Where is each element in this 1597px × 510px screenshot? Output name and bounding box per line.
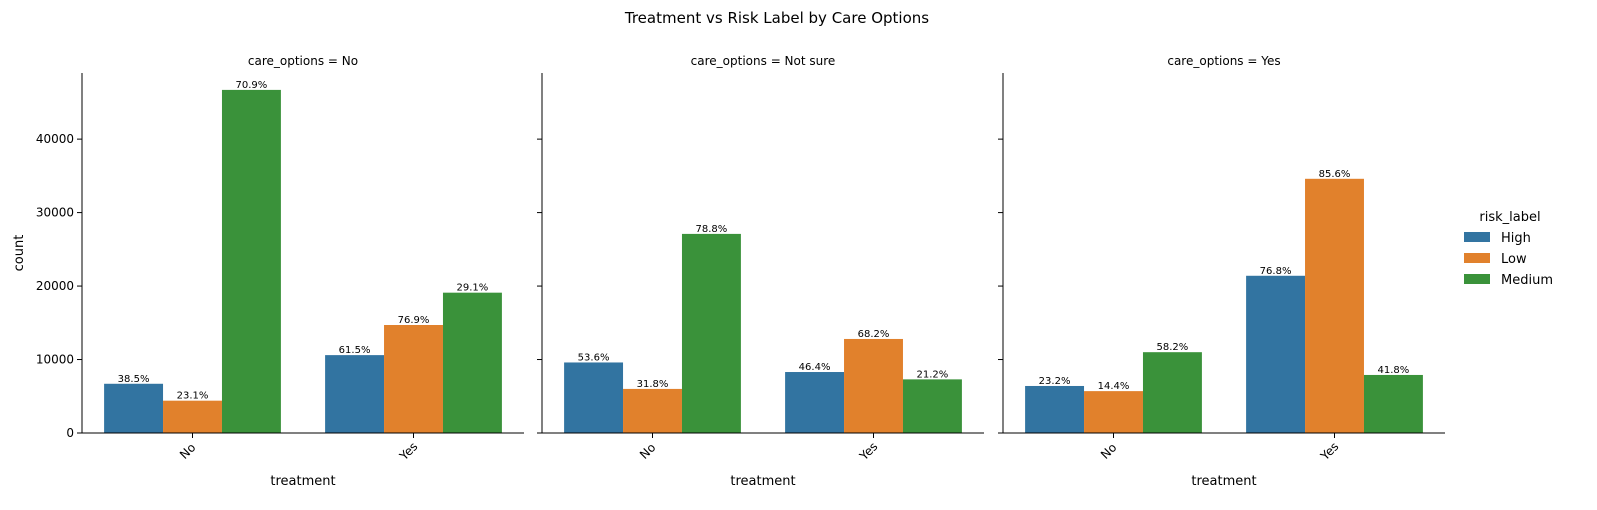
bar-medium-no — [681, 233, 741, 433]
bar-value-label: 38.5% — [118, 374, 150, 385]
legend-label-medium: Medium — [1501, 273, 1553, 288]
bar-value-label: 61.5% — [339, 345, 371, 356]
bar-medium-no — [1142, 352, 1202, 433]
bar-high-no — [1025, 385, 1085, 433]
x-tick-label: No — [177, 440, 198, 461]
bar-low-yes — [384, 325, 443, 433]
bar-high-yes — [325, 355, 385, 433]
bar-value-label: 41.8% — [1378, 365, 1410, 376]
y-tick-label: 10000 — [36, 353, 74, 367]
x-tick-label: No — [1098, 440, 1119, 461]
bar-low-no — [163, 400, 222, 433]
bar-low-no — [1084, 391, 1143, 433]
legend: risk_label High Low Medium — [1464, 210, 1553, 288]
legend-swatch-high — [1464, 232, 1490, 242]
bar-high-no — [104, 383, 164, 433]
legend-title: risk_label — [1479, 210, 1540, 225]
bar-medium-yes — [442, 292, 502, 433]
x-tick-label: Yes — [856, 439, 880, 463]
bar-medium-yes — [902, 379, 962, 433]
y-tick-label: 40000 — [36, 132, 74, 146]
bar-low-yes — [844, 338, 903, 433]
bar-value-label: 76.9% — [398, 315, 430, 326]
x-axis-label: treatment — [270, 474, 335, 489]
bar-value-label: 70.9% — [236, 80, 268, 91]
bar-medium-yes — [1363, 374, 1423, 433]
bar-value-label: 68.2% — [858, 329, 890, 340]
bar-value-label: 58.2% — [1157, 342, 1189, 353]
bar-value-label: 21.2% — [917, 369, 949, 380]
panel-title: care_options = No — [248, 54, 358, 68]
legend-swatch-medium — [1464, 274, 1490, 284]
bar-high-no — [564, 362, 624, 433]
panel-title: care_options = Not sure — [691, 54, 836, 68]
facet-panel-3: care_options = Yes 23.2% 14.4% 58.2% No 76.8%… — [998, 54, 1445, 489]
bar-value-label: 78.8% — [696, 224, 728, 235]
legend-label-high: High — [1501, 231, 1531, 246]
x-tick-label: Yes — [1317, 439, 1341, 463]
bar-low-yes — [1305, 178, 1364, 433]
bar-low-no — [623, 388, 682, 433]
bar-high-yes — [785, 372, 845, 433]
y-tick-label: 20000 — [36, 279, 74, 293]
bar-value-label: 23.1% — [177, 391, 209, 402]
x-tick-label: No — [637, 440, 658, 461]
bar-value-label: 46.4% — [799, 362, 831, 373]
bar-value-label: 29.1% — [457, 283, 489, 294]
y-axis-label: count — [12, 235, 27, 272]
bar-value-label: 85.6% — [1319, 169, 1351, 180]
bar-medium-no — [221, 89, 281, 434]
bar-value-label: 76.8% — [1260, 266, 1292, 277]
x-axis-label: treatment — [730, 474, 795, 489]
bar-value-label: 23.2% — [1039, 376, 1071, 387]
bar-high-yes — [1246, 275, 1306, 433]
legend-label-low: Low — [1501, 252, 1527, 267]
x-axis-label: treatment — [1191, 474, 1256, 489]
figure-title: Treatment vs Risk Label by Care Options — [624, 9, 929, 27]
legend-swatch-low — [1464, 253, 1490, 263]
facet-panel-2: care_options = Not sure 53.6% 31.8% 78.8% No… — [537, 54, 984, 489]
y-tick-label: 0 — [66, 426, 74, 440]
facet-panel-1: care_options = No 0 10000 20000 30000 40000 38… — [12, 54, 524, 489]
x-tick-label: Yes — [396, 439, 420, 463]
bar-value-label: 31.8% — [637, 379, 669, 390]
panel-title: care_options = Yes — [1167, 54, 1280, 68]
bar-value-label: 53.6% — [578, 352, 610, 363]
y-tick-label: 30000 — [36, 206, 74, 220]
bar-value-label: 14.4% — [1098, 381, 1130, 392]
